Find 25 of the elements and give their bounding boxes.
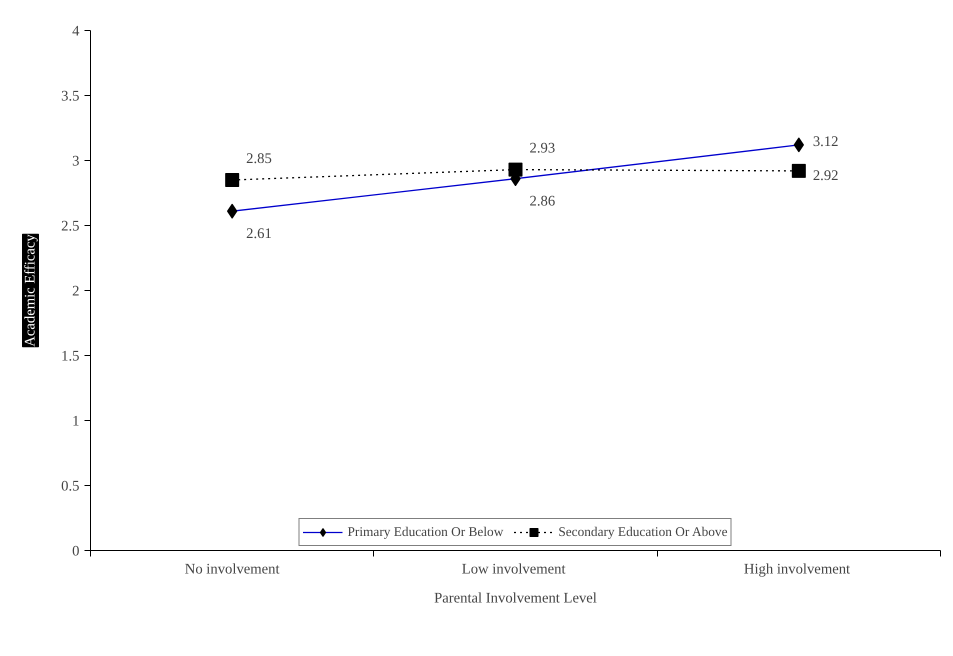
x-tick-label: No involvement bbox=[184, 562, 280, 578]
y-tick-label: 1 bbox=[72, 414, 80, 430]
x-tick-label: Low involvement bbox=[462, 562, 566, 578]
y-axis-title: Academic Efficacy bbox=[22, 234, 38, 347]
point bbox=[508, 162, 522, 177]
y-tick-label: 3 bbox=[72, 154, 80, 170]
y-tick-label: 4 bbox=[72, 24, 80, 40]
y-tick-label: 3.5 bbox=[61, 88, 80, 104]
y-tick-label: 1.5 bbox=[61, 348, 80, 364]
x-axis-title: Parental Involvement Level bbox=[434, 590, 597, 606]
data-label: 2.92 bbox=[812, 168, 838, 184]
legend-label: Secondary Education Or Above bbox=[558, 524, 728, 540]
point bbox=[225, 173, 240, 187]
data-label: 2.85 bbox=[246, 151, 272, 167]
y-tick-label: 2.5 bbox=[61, 218, 80, 234]
data-label: 3.12 bbox=[812, 134, 838, 150]
x-tick-label: High involvement bbox=[744, 562, 850, 578]
data-label: 2.93 bbox=[530, 140, 556, 157]
point bbox=[792, 164, 806, 178]
y-tick-label: 0.5 bbox=[61, 478, 80, 494]
data-label: 2.86 bbox=[530, 194, 556, 210]
y-tick-label: 0 bbox=[72, 544, 80, 560]
legend-label: Primary Education Or Below bbox=[348, 524, 504, 540]
data-label: 2.61 bbox=[246, 226, 272, 242]
y-tick-label: 2 bbox=[72, 284, 80, 300]
